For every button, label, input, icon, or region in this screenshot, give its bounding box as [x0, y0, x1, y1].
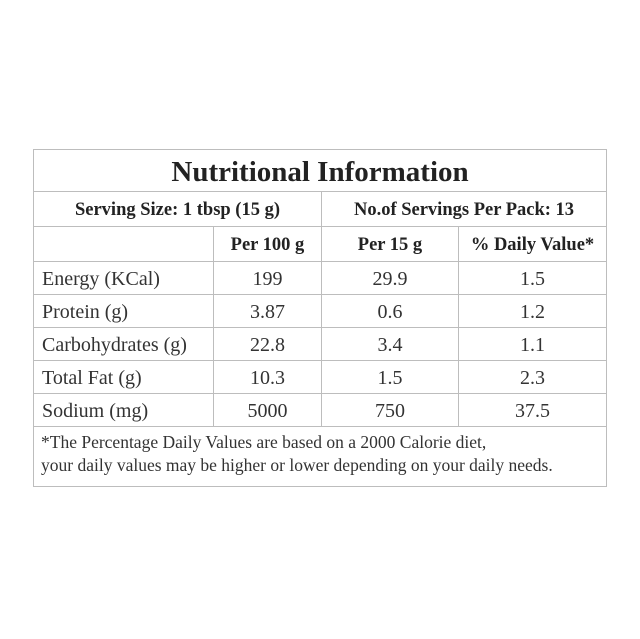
value-per-15g: 1.5	[322, 361, 459, 393]
value-per-15g: 29.9	[322, 262, 459, 294]
value-per-100g: 10.3	[214, 361, 322, 393]
column-header-daily-value: % Daily Value*	[470, 235, 595, 255]
value-per-15g: 750	[322, 394, 459, 426]
value-per-15g: 0.6	[322, 295, 459, 327]
value-daily-percent: 2.3	[520, 367, 545, 389]
table-row: Energy (KCal) 199 29.9 1.5	[34, 262, 606, 295]
footnote: *The Percentage Daily Values are based o…	[34, 427, 606, 477]
table-row: Carbohydrates (g) 22.8 3.4 1.1	[34, 328, 606, 361]
value-per-100g: 22.8	[214, 328, 322, 360]
servings-per-pack: No.of Servings Per Pack: 13	[353, 200, 575, 220]
nutrient-name: Total Fat (g)	[34, 361, 214, 393]
column-header-nutrient	[34, 227, 214, 261]
nutrient-name: Protein (g)	[34, 295, 214, 327]
table-row: Protein (g) 3.87 0.6 1.2	[34, 295, 606, 328]
serving-row: Serving Size: 1 tbsp (15 g) No.of Servin…	[34, 192, 606, 227]
table-row: Sodium (mg) 5000 750 37.5	[34, 394, 606, 427]
value-per-100g: 5000	[214, 394, 322, 426]
value-per-100g: 199	[214, 262, 322, 294]
column-header-per-15g: Per 15 g	[322, 227, 459, 261]
label-title: Nutritional Information	[34, 150, 606, 192]
nutrient-name: Sodium (mg)	[34, 394, 214, 426]
value-daily-percent: 1.5	[520, 268, 545, 290]
nutrient-name: Carbohydrates (g)	[34, 328, 214, 360]
footnote-line-2: your daily values may be higher or lower…	[41, 455, 553, 475]
value-daily-percent: 37.5	[515, 400, 550, 422]
serving-size: Serving Size: 1 tbsp (15 g)	[34, 192, 322, 226]
value-per-100g: 3.87	[214, 295, 322, 327]
nutrition-label: Nutritional Information Serving Size: 1 …	[33, 149, 607, 487]
table-row: Total Fat (g) 10.3 1.5 2.3	[34, 361, 606, 394]
nutrient-name: Energy (KCal)	[34, 262, 214, 294]
column-header-row: Per 100 g Per 15 g % Daily Value*	[34, 227, 606, 262]
footnote-line-1: *The Percentage Daily Values are based o…	[41, 432, 487, 452]
value-daily-percent: 1.2	[520, 301, 545, 323]
value-daily-percent: 1.1	[520, 334, 545, 356]
column-header-per-100g: Per 100 g	[214, 227, 322, 261]
value-per-15g: 3.4	[322, 328, 459, 360]
